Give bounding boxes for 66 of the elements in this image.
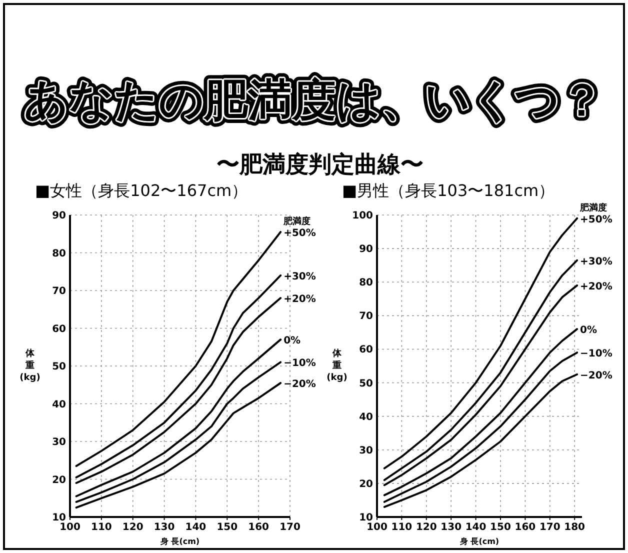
y-tick-label: 80 <box>52 248 66 260</box>
y-tick-label: 40 <box>359 412 374 423</box>
y-tick-label: 50 <box>359 378 374 390</box>
x-tick-label: 140 <box>465 522 486 533</box>
x-tick-label: 170 <box>539 522 560 533</box>
x-tick-label: 130 <box>440 522 462 533</box>
line-series <box>75 382 282 509</box>
y-tick-label: 10 <box>359 512 374 524</box>
chart-title: ■女性（身長102〜167cm） <box>35 181 248 200</box>
series-label: +20% <box>580 281 612 292</box>
annotation: 肥満度 <box>282 216 311 227</box>
text: 肥満度 <box>579 202 608 214</box>
y-tick-label: 80 <box>359 278 374 289</box>
line-series <box>383 328 578 496</box>
y-axis-title: 体重(kg) <box>326 348 348 383</box>
x-tick-label: 100 <box>60 522 80 533</box>
chart-title: ■男性（身長103〜181cm） <box>342 181 555 200</box>
y-tick-label: 50 <box>52 362 66 372</box>
x-tick-label: 120 <box>416 522 437 533</box>
x-tick-label: 140 <box>185 522 206 533</box>
y-tick-label: 60 <box>52 324 66 335</box>
series-label: −10% <box>580 348 612 360</box>
y-tick-label: 100 <box>352 210 374 222</box>
series-label: +20% <box>284 294 316 306</box>
series-label: +50% <box>580 214 612 226</box>
x-tick-label: 100 <box>366 522 388 533</box>
x-axis-title: 身 長(cm) <box>159 537 200 546</box>
text: あなたの肥満度は、いくつ？ <box>24 75 604 126</box>
series-label: −20% <box>284 378 316 390</box>
line-series <box>383 352 578 503</box>
series-label: −20% <box>580 370 612 382</box>
series-label: +50% <box>284 228 316 239</box>
line-series <box>75 230 282 468</box>
series-label: 0% <box>284 336 301 347</box>
y-tick-label: 70 <box>359 311 374 322</box>
series-label: 0% <box>580 325 598 336</box>
x-tick-label: 160 <box>248 522 270 533</box>
y-tick-label: 20 <box>52 474 66 486</box>
y-tick-label: 90 <box>359 244 374 256</box>
text: 〜肥満度判定曲線〜 <box>216 151 424 178</box>
y-tick-label: 60 <box>359 344 374 356</box>
y-tick-label: 70 <box>52 286 66 297</box>
x-axis-title: 身 長(cm) <box>458 537 500 546</box>
y-tick-label: 40 <box>52 399 66 410</box>
x-tick-label: 110 <box>90 522 112 533</box>
x-tick-label: 110 <box>391 522 412 533</box>
y-tick-label: 30 <box>359 445 374 456</box>
y-tick-label: 30 <box>52 437 66 448</box>
series-label: −10% <box>284 358 316 370</box>
x-tick-label: 170 <box>280 522 300 533</box>
x-tick-label: 130 <box>154 522 175 533</box>
line-series <box>383 217 578 470</box>
series-label: +30% <box>580 256 612 268</box>
line-series <box>383 373 578 508</box>
y-tick-label: 10 <box>52 512 66 524</box>
y-tick-label: 20 <box>359 478 374 490</box>
y-axis-title: 体重(kg) <box>20 348 40 383</box>
line-series <box>75 338 282 498</box>
x-tick-label: 180 <box>564 522 586 533</box>
x-tick-label: 150 <box>490 522 511 533</box>
x-tick-label: 120 <box>122 522 144 533</box>
series-label: +30% <box>284 271 316 282</box>
x-tick-label: 150 <box>216 522 238 533</box>
line-series <box>75 361 282 503</box>
x-tick-label: 160 <box>514 522 536 533</box>
y-tick-label: 90 <box>52 210 66 222</box>
